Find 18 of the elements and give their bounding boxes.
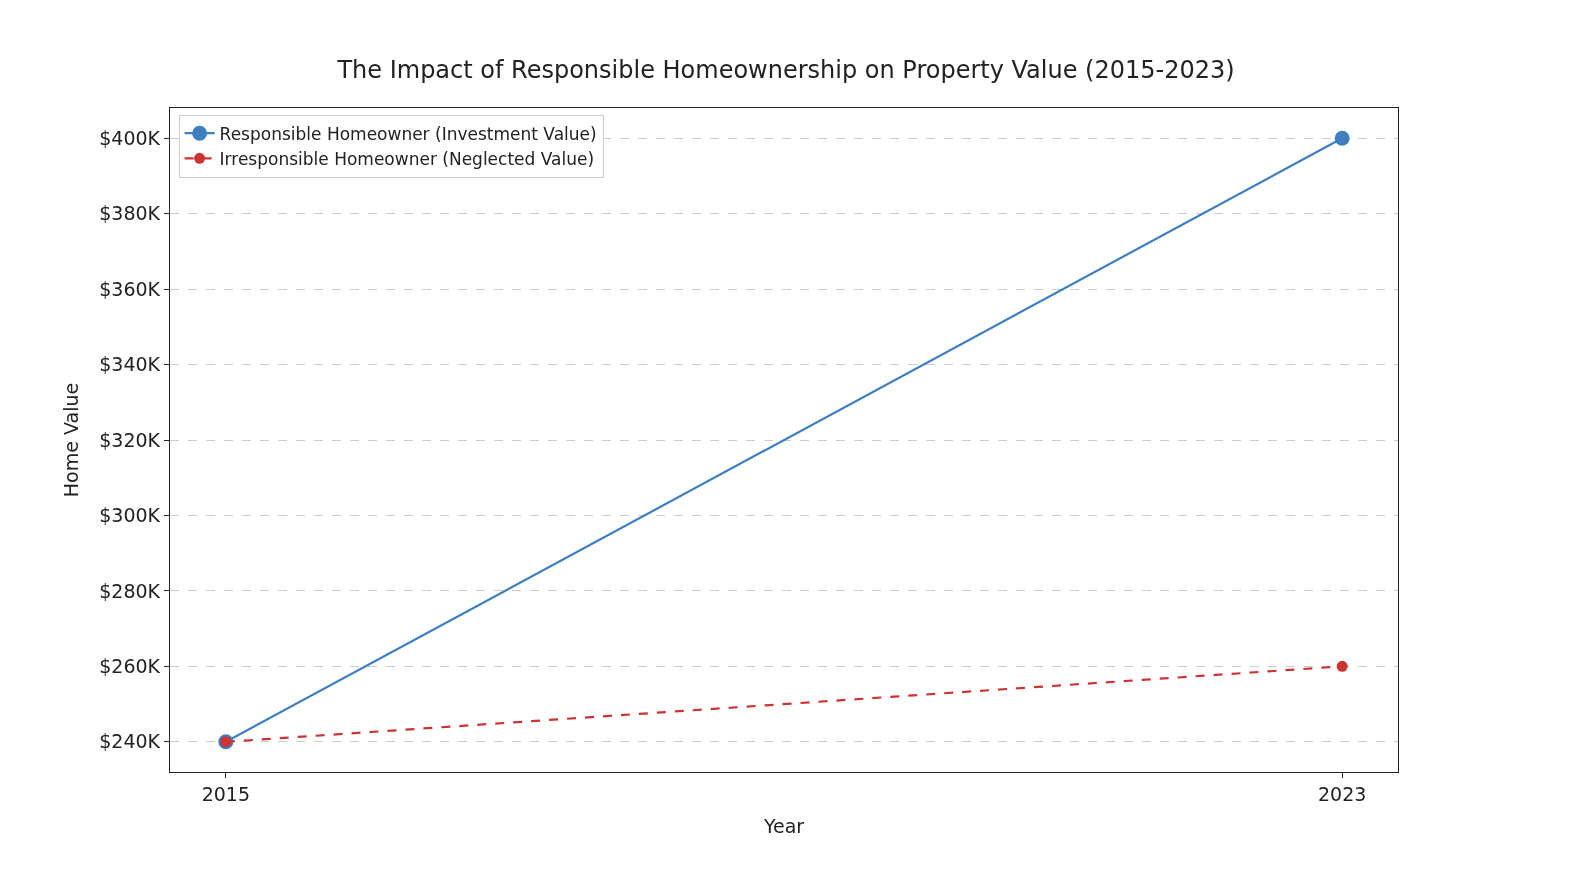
y-tick-label: $240K (99, 730, 161, 753)
x-axis-title: Year (762, 814, 805, 837)
legend-label: Irresponsible Homeowner (Neglected Value) (219, 148, 595, 169)
y-tick-label: $280K (99, 579, 161, 602)
chart-title: The Impact of Responsible Homeownership on Property Value (2015-2023) (336, 56, 1235, 85)
legend-label: Responsible Homeowner (Investment Value) (219, 123, 597, 144)
point (1334, 130, 1350, 146)
y-tick-label: $320K (99, 428, 161, 451)
y-axis-title: Home Value (60, 382, 83, 498)
y-tick-label: $380K (99, 202, 161, 225)
y-tick-label: $260K (99, 655, 161, 678)
x-tick-label: 2015 (201, 782, 250, 805)
x-tick-label: 2023 (1318, 782, 1367, 805)
y-tick-label: $340K (99, 353, 161, 376)
y-tick-label: $300K (99, 504, 161, 527)
y-tick-label: $360K (99, 277, 161, 300)
point (1336, 660, 1348, 672)
y-tick-label: $400K (99, 126, 161, 149)
